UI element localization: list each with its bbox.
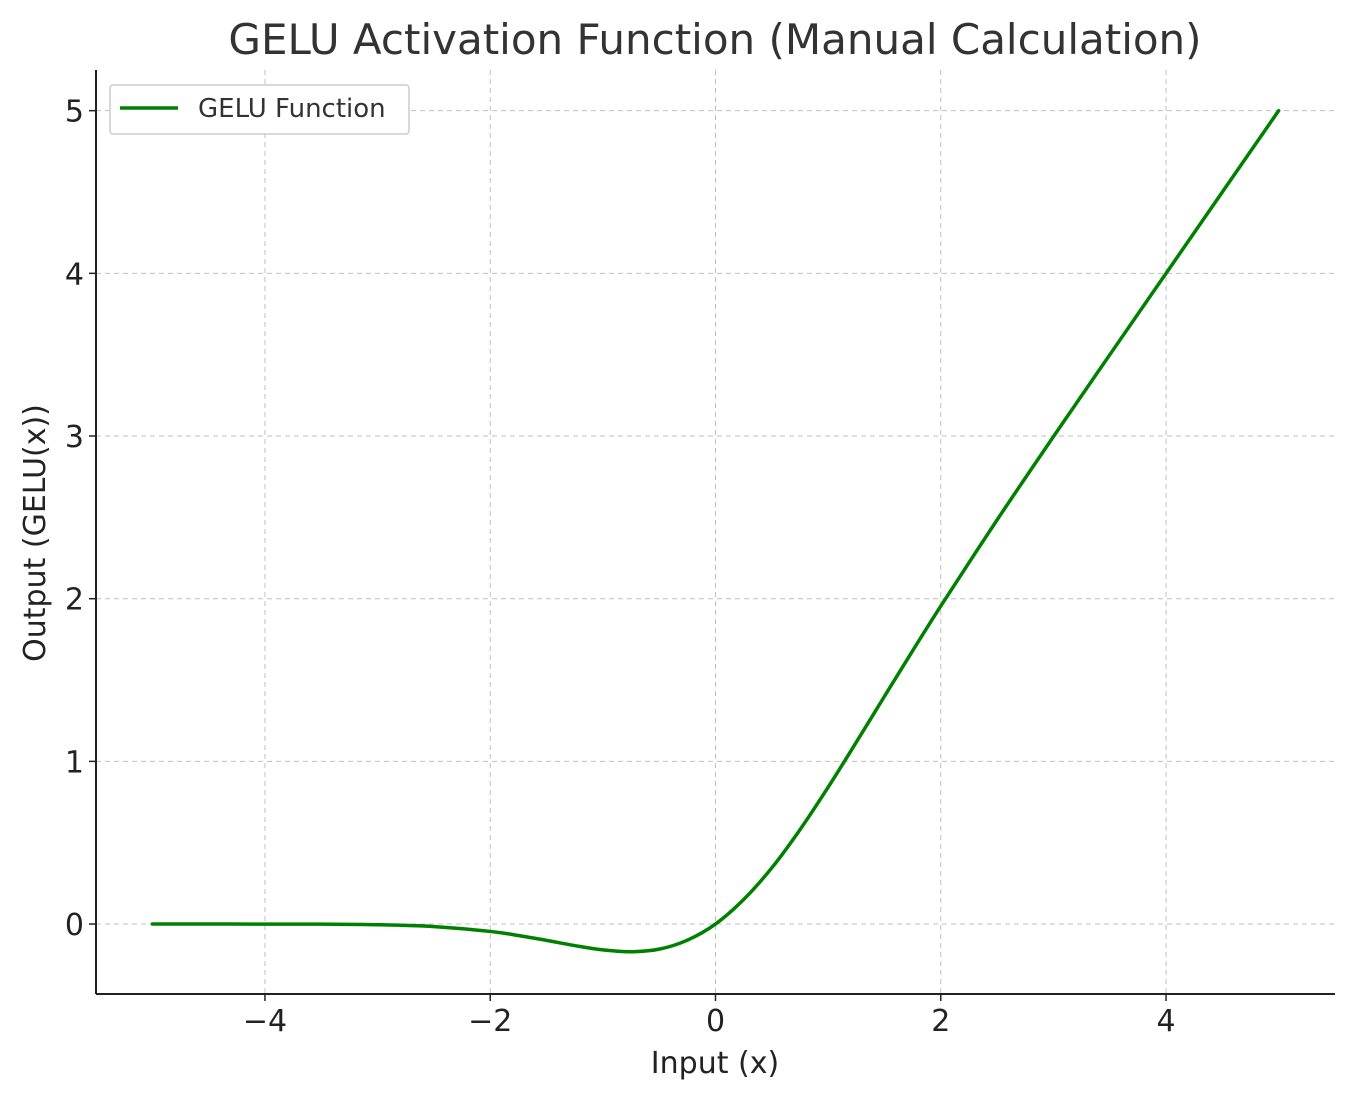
y-tick-label: 5 (65, 95, 84, 130)
y-tick-label: 2 (65, 583, 84, 618)
y-axis-label: Output (GELU(x)) (18, 404, 53, 662)
legend-box (109, 84, 410, 135)
y-tick-label: 0 (65, 908, 84, 943)
series-line-0 (150, 108, 1281, 954)
x-tick-label: −2 (468, 1004, 512, 1039)
x-tick-label: −4 (243, 1004, 287, 1039)
y-tick-label: 1 (65, 745, 84, 780)
x-tick-label: 0 (706, 1004, 725, 1039)
chart-title: GELU Activation Function (Manual Calcula… (228, 15, 1201, 64)
legend-label: GELU Function (198, 94, 386, 124)
series-layer (150, 108, 1281, 954)
y-tick-label: 4 (65, 257, 84, 292)
legend: GELU Function (109, 84, 410, 135)
y-tick-label: 3 (65, 420, 84, 455)
y-ticks: 0 1 2 3 4 5 (65, 95, 96, 943)
x-tick-label: 2 (931, 1004, 950, 1039)
x-axis-label: Input (x) (651, 1046, 779, 1081)
x-tick-label: 4 (1156, 1004, 1175, 1039)
x-ticks: −4 −2 0 2 4 (243, 994, 1176, 1039)
grid (96, 70, 1335, 994)
